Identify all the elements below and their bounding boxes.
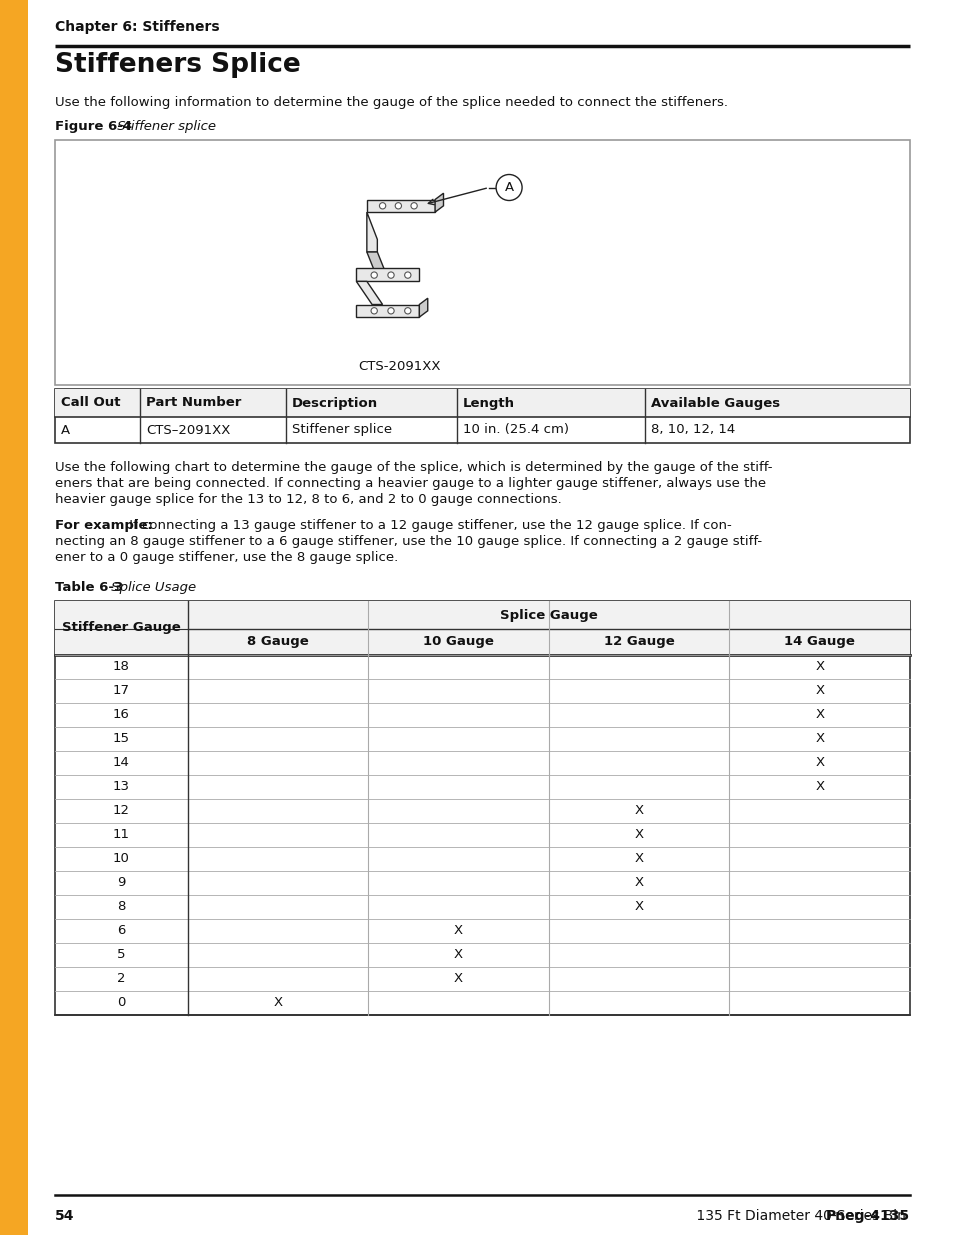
Bar [55, 389, 909, 443]
Text: 11: 11 [112, 829, 130, 841]
Text: 8, 10, 12, 14: 8, 10, 12, 14 [650, 424, 735, 436]
Text: Chapter 6: Stiffeners: Chapter 6: Stiffeners [55, 20, 219, 35]
Circle shape [371, 308, 377, 314]
Text: ener to a 0 gauge stiffener, use the 8 gauge splice.: ener to a 0 gauge stiffener, use the 8 g… [55, 551, 397, 564]
Text: heavier gauge splice for the 13 to 12, 8 to 6, and 2 to 0 gauge connections.: heavier gauge splice for the 13 to 12, 8… [55, 493, 561, 506]
Text: Length: Length [462, 396, 515, 410]
Polygon shape [367, 200, 435, 212]
Text: 0: 0 [117, 997, 125, 1009]
Text: Part Number: Part Number [147, 396, 242, 410]
Text: If connecting a 13 gauge stiffener to a 12 gauge stiffener, use the 12 gauge spl: If connecting a 13 gauge stiffener to a … [125, 519, 731, 532]
Circle shape [388, 308, 394, 314]
Text: 14 Gauge: 14 Gauge [783, 636, 854, 648]
Text: For example:: For example: [55, 519, 152, 532]
Bar [55, 601, 188, 655]
Bar [55, 140, 909, 385]
Text: Splice Usage: Splice Usage [107, 580, 196, 594]
Text: Table 6-3: Table 6-3 [55, 580, 123, 594]
Circle shape [388, 272, 394, 278]
Text: 6: 6 [117, 925, 125, 937]
Text: Stiffener Gauge: Stiffener Gauge [62, 621, 180, 635]
Bar [55, 389, 909, 417]
Polygon shape [435, 193, 443, 212]
Text: 12: 12 [112, 804, 130, 818]
Text: CTS-2091XX: CTS-2091XX [357, 359, 440, 373]
Text: X: X [814, 661, 823, 673]
Text: 17: 17 [112, 684, 130, 698]
Text: eners that are being connected. If connecting a heavier gauge to a lighter gauge: eners that are being connected. If conne… [55, 477, 765, 490]
Text: X: X [454, 925, 462, 937]
Text: necting an 8 gauge stiffener to a 6 gauge stiffener, use the 10 gauge splice. If: necting an 8 gauge stiffener to a 6 gaug… [55, 535, 761, 548]
Text: X: X [814, 781, 823, 794]
Text: 54: 54 [55, 1209, 74, 1223]
Text: X: X [814, 709, 823, 721]
Text: 5: 5 [117, 948, 126, 962]
Text: 13: 13 [112, 781, 130, 794]
Circle shape [371, 272, 377, 278]
Text: X: X [634, 852, 643, 866]
Text: Stiffeners Splice: Stiffeners Splice [55, 52, 300, 78]
Text: 14: 14 [112, 757, 130, 769]
Text: 8 Gauge: 8 Gauge [247, 636, 309, 648]
Text: 12 Gauge: 12 Gauge [603, 636, 674, 648]
Text: X: X [454, 972, 462, 986]
Polygon shape [367, 252, 388, 278]
Text: 135 Ft Diameter 40-Series Bin: 135 Ft Diameter 40-Series Bin [691, 1209, 905, 1223]
Text: X: X [814, 732, 823, 746]
Text: Available Gauges: Available Gauges [650, 396, 780, 410]
Bar [188, 629, 909, 655]
Text: X: X [273, 997, 282, 1009]
Text: Call Out: Call Out [61, 396, 120, 410]
Circle shape [496, 174, 521, 200]
Text: X: X [634, 829, 643, 841]
Text: 8: 8 [117, 900, 125, 914]
Text: X: X [634, 900, 643, 914]
Text: CTS–2091XX: CTS–2091XX [147, 424, 231, 436]
Polygon shape [356, 305, 419, 317]
Circle shape [379, 203, 385, 209]
Text: Stiffener splice: Stiffener splice [112, 120, 215, 133]
Text: 2: 2 [117, 972, 126, 986]
Text: X: X [814, 757, 823, 769]
Text: X: X [634, 804, 643, 818]
Text: 18: 18 [112, 661, 130, 673]
Text: Pneg-4135: Pneg-4135 [825, 1209, 909, 1223]
Text: Description: Description [292, 396, 377, 410]
Polygon shape [419, 298, 427, 317]
Circle shape [404, 272, 411, 278]
Circle shape [395, 203, 401, 209]
Bar [55, 601, 909, 1015]
Text: X: X [454, 948, 462, 962]
Text: Use the following chart to determine the gauge of the splice, which is determine: Use the following chart to determine the… [55, 461, 772, 474]
Polygon shape [367, 212, 377, 252]
Text: Use the following information to determine the gauge of the splice needed to con: Use the following information to determi… [55, 96, 727, 109]
Text: Stiffener splice: Stiffener splice [292, 424, 392, 436]
Text: 10 Gauge: 10 Gauge [422, 636, 494, 648]
Polygon shape [356, 268, 419, 282]
Text: 10: 10 [112, 852, 130, 866]
Text: 15: 15 [112, 732, 130, 746]
Text: 9: 9 [117, 877, 125, 889]
Text: Splice Gauge: Splice Gauge [499, 609, 597, 621]
Circle shape [411, 203, 416, 209]
Bar [0, 0, 28, 1235]
Text: A: A [61, 424, 71, 436]
Text: X: X [634, 877, 643, 889]
Text: 16: 16 [112, 709, 130, 721]
Text: A: A [504, 182, 513, 194]
Bar [188, 601, 909, 629]
Text: 10 in. (25.4 cm): 10 in. (25.4 cm) [462, 424, 568, 436]
Text: Figure 6-4: Figure 6-4 [55, 120, 132, 133]
Circle shape [404, 308, 411, 314]
Text: X: X [814, 684, 823, 698]
Polygon shape [356, 282, 382, 305]
